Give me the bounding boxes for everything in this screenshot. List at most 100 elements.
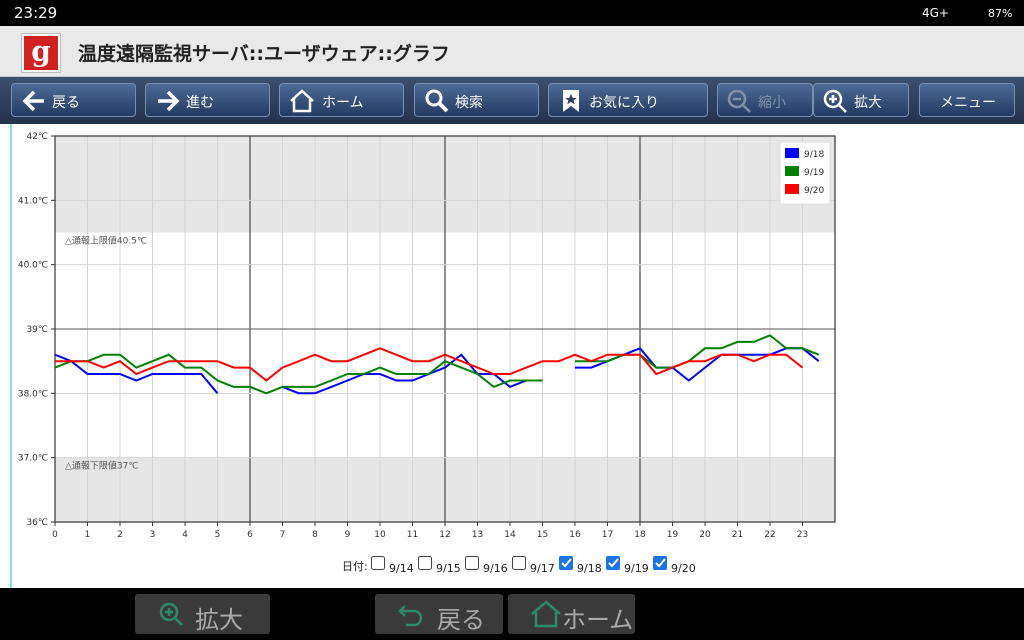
x-tick-label: 7	[280, 530, 286, 540]
app-bar: g 温度遠隔監視サーバ::ユーザウェア::グラフ	[0, 26, 1024, 77]
date-checkbox[interactable]: 9/19	[606, 556, 649, 575]
date-checkbox[interactable]: 9/15	[418, 556, 461, 576]
x-tick-label: 0	[52, 530, 58, 540]
x-tick-label: 11	[407, 530, 418, 540]
app-logo: g	[22, 34, 60, 72]
x-tick-label: 9	[345, 530, 351, 540]
checkbox-label: 9/19	[624, 562, 649, 575]
x-tick-label: 3	[150, 530, 156, 540]
bottom-back-button[interactable]: 戻る	[375, 594, 503, 634]
status-network: 4G+	[922, 6, 949, 20]
checkbox-check	[561, 558, 572, 568]
date-checkbox[interactable]: 9/18	[559, 556, 602, 575]
x-tick-label: 8	[312, 530, 318, 540]
bottom-home-button[interactable]: ホーム	[508, 594, 635, 634]
legend-swatch	[785, 184, 799, 194]
checkbox-label: 9/15	[436, 562, 461, 575]
home-label: ホーム	[322, 95, 364, 111]
home-button[interactable]: ホーム	[279, 83, 404, 117]
zoom-out-button[interactable]: 縮小	[717, 83, 813, 117]
data-line	[54, 334, 820, 395]
back-button[interactable]: 戻る	[11, 83, 136, 117]
checkbox-label: 9/16	[483, 562, 508, 575]
bottom-back-label: 戻る	[437, 606, 485, 634]
bottom-zoom-icon	[159, 602, 183, 626]
legend-swatch	[785, 148, 799, 158]
plot-frame	[54, 135, 836, 523]
legend-label: 9/18	[804, 150, 824, 160]
date-checkbox[interactable]: 9/20	[653, 556, 696, 575]
y-tick-label: 36℃	[26, 518, 48, 528]
checkbox-label: 9/14	[389, 562, 414, 575]
date-checkbox[interactable]: 9/17	[512, 556, 555, 576]
favorites-label: お気に入り	[589, 95, 659, 111]
status-time: 23:29	[14, 4, 58, 22]
zoom-in-label: 拡大	[854, 95, 882, 111]
x-tick-label: 17	[602, 530, 613, 540]
checkbox-label: 9/20	[671, 562, 696, 575]
bottom-home-icon	[531, 600, 561, 628]
bottom-bar: 拡大 戻る ホーム	[0, 588, 1024, 640]
favorites-button[interactable]: お気に入り	[548, 83, 708, 117]
bottom-zoom-label: 拡大	[195, 606, 243, 634]
search-icon	[425, 89, 449, 113]
favorites-icon	[563, 90, 579, 112]
forward-icon	[158, 90, 180, 112]
checkbox-label: 9/17	[530, 562, 555, 575]
x-tick-label: 14	[504, 530, 516, 540]
chart: △通報上限値40.5℃ △通報下限値37℃ 36℃ 37.0℃ 38.0℃ 39℃ 40.0…	[18, 132, 836, 576]
x-tick-label: 5	[215, 530, 221, 540]
x-tick-label: 1	[85, 530, 91, 540]
threshold-label: △通報上限値40.5℃	[65, 235, 147, 247]
x-tick-label: 12	[439, 530, 450, 540]
checkbox-box	[559, 556, 573, 570]
checkbox-box	[371, 556, 385, 570]
menu-label: メニュー	[940, 95, 996, 111]
data-line	[55, 347, 804, 382]
forward-button[interactable]: 進む	[145, 83, 270, 117]
x-tick-label: 23	[797, 530, 808, 540]
legend-swatch	[785, 166, 799, 176]
threshold-label: △通報下限値37℃	[65, 460, 138, 472]
x-tick-label: 10	[374, 530, 386, 540]
y-tick-label: 40.0℃	[18, 261, 48, 271]
x-tick-label: 20	[699, 530, 711, 540]
x-tick-label: 19	[667, 530, 679, 540]
bottom-zoom-button[interactable]: 拡大	[135, 594, 270, 634]
zoom-in-button[interactable]: 拡大	[813, 83, 909, 117]
search-button[interactable]: 検索	[414, 83, 539, 117]
side-rule	[10, 124, 12, 588]
x-tick-label: 4	[182, 530, 188, 540]
bottom-home-label: ホーム	[562, 606, 634, 634]
legend-label: 9/19	[804, 168, 824, 178]
x-tick-label: 16	[569, 530, 581, 540]
checkbox-check	[608, 558, 619, 568]
date-checkbox[interactable]: 9/14	[371, 556, 414, 576]
checkbox-box	[606, 556, 620, 570]
back-icon	[22, 90, 44, 112]
x-tick-label: 6	[247, 530, 253, 540]
search-label: 検索	[455, 95, 483, 111]
bottom-back-icon	[398, 605, 423, 627]
x-tick-label: 13	[472, 530, 483, 540]
checkbox-label: 9/18	[577, 562, 602, 575]
checkbox-box	[418, 556, 432, 570]
y-tick-label: 39℃	[26, 325, 48, 335]
menu-button[interactable]: メニュー	[919, 83, 1015, 117]
x-tick-label: 2	[117, 530, 123, 540]
status-bar: 23:29 4G+ 87%	[0, 0, 1024, 26]
checkbox-check	[655, 558, 666, 568]
legend-label: 9/20	[804, 186, 824, 196]
x-tick-label: 22	[764, 530, 775, 540]
checkbox-box	[653, 556, 667, 570]
back-label: 戻る	[52, 95, 80, 111]
x-tick-label: 21	[732, 530, 743, 540]
checkbox-box	[512, 556, 526, 570]
forward-label: 進む	[186, 95, 214, 111]
y-tick-label: 41.0℃	[18, 196, 48, 206]
checkbox-box	[465, 556, 479, 570]
zoom-in-icon	[823, 89, 847, 113]
date-checkbox[interactable]: 9/16	[465, 556, 508, 576]
filter-label: 日付:	[342, 560, 368, 573]
